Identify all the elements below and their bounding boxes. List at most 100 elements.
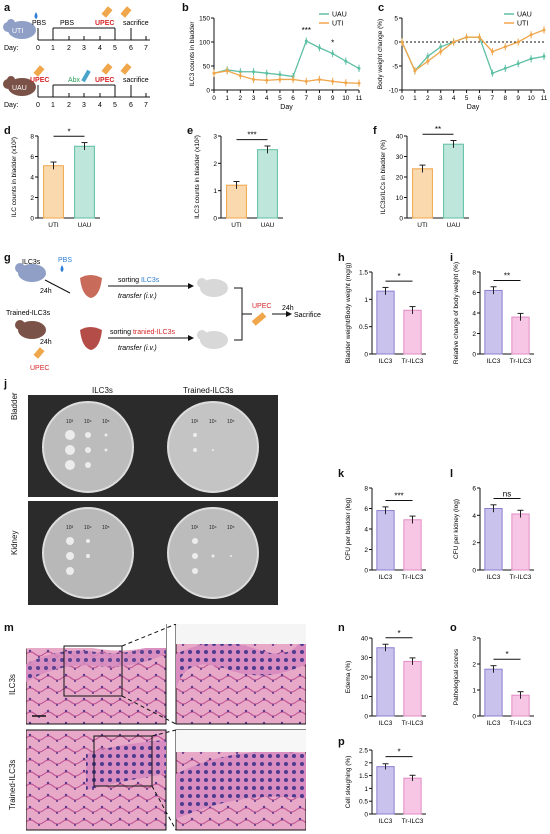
pbs-droplet-icon — [60, 265, 64, 272]
significance-label: * — [397, 629, 400, 638]
bar-Tr-ILC3 — [403, 309, 422, 355]
y-tick-label: 2 — [472, 540, 476, 547]
chart-b: 0 50 100 150 0 1 2 3 4 5 6 7 8 9 10 11 Day ILC3 counts in… — [189, 12, 363, 112]
uau-abx: Abx — [68, 77, 81, 84]
arrowhead-icon — [188, 335, 194, 341]
y-tick-label: 0 — [213, 216, 217, 223]
chart-k: 0 2 4 6 8 CFU per bladder (log) ILC3 Tr-ILC3 *** — [345, 486, 426, 581]
svg-text:5: 5 — [113, 102, 117, 109]
svg-text:0: 0 — [36, 102, 40, 109]
syringe-icon — [120, 63, 132, 75]
y-tick-label: 0.5 — [359, 799, 368, 806]
svg-text:10⁴: 10⁴ — [84, 525, 92, 531]
y-tick-label: 40 — [361, 636, 369, 643]
y-tick-label: 0 — [472, 568, 476, 575]
g-trained-label: Trained-ILC3s — [6, 310, 51, 317]
panel-label-b: b — [182, 2, 189, 14]
colonies — [65, 430, 232, 575]
svg-text:10³: 10³ — [191, 419, 199, 425]
x-tick-label: Tr-ILC3 — [402, 720, 424, 727]
syringe-icon — [101, 63, 113, 75]
data-point — [317, 77, 321, 81]
y-tick-label: 2 — [30, 195, 34, 202]
bar-Tr-ILC3 — [511, 316, 530, 355]
data-point — [238, 74, 242, 78]
data-point — [265, 71, 269, 75]
y-axis-label: Bladder weight/Body weight (mg/g) — [345, 263, 352, 364]
panel-label-i: i — [450, 252, 454, 264]
data-point — [317, 46, 321, 50]
svg-text:10⁵: 10⁵ — [227, 525, 235, 531]
significance-label: ns — [503, 490, 511, 499]
svg-text:10⁵: 10⁵ — [227, 419, 235, 425]
series-line-UAU — [213, 40, 360, 78]
uti-day-ticks: 0 1 2 3 4 5 6 7 — [36, 45, 148, 52]
panel-label-h: h — [338, 252, 345, 264]
y-tick-label: 1.5 — [359, 773, 368, 780]
y-tick-label: 2.5 — [359, 748, 368, 755]
y-tick-label: 6 — [472, 290, 476, 297]
data-point — [542, 28, 546, 32]
uau-day-ticks: 0 1 2 3 4 5 6 7 — [36, 102, 148, 109]
uau-label: UAU — [12, 85, 27, 92]
bar-UAU — [74, 145, 95, 219]
svg-text:6: 6 — [129, 102, 133, 109]
chart-l: 0 2 4 6 CFU per kidney (log) ILC3 Tr-ILC3 ns — [453, 486, 534, 581]
svg-text:1: 1 — [51, 45, 55, 52]
x-tick-label: 8 — [318, 95, 322, 102]
significance-label: * — [397, 272, 400, 281]
svg-text:10⁴: 10⁴ — [209, 525, 217, 531]
bar-Tr-ILC3 — [403, 660, 422, 717]
svg-text:7: 7 — [144, 45, 148, 52]
svg-text:2: 2 — [67, 45, 71, 52]
trained-mouse-icon — [15, 320, 46, 339]
bar-ILC3 — [376, 510, 395, 571]
x-tick-label: 10 — [342, 95, 350, 102]
significance-label: * — [505, 650, 508, 659]
svg-text:3: 3 — [82, 102, 86, 109]
bar-ILC3 — [484, 668, 503, 717]
x-tick-label: ILC3 — [487, 574, 501, 581]
svg-text:4: 4 — [98, 102, 102, 109]
bracket-line — [234, 287, 252, 341]
y-tick-label: 0 — [399, 216, 403, 223]
y-tick-label: 6 — [472, 486, 476, 493]
data-point — [400, 40, 404, 44]
recipient-mouse-icon — [197, 330, 228, 349]
uau-sacrifice: sacrifice — [123, 77, 149, 84]
syringe-icon — [251, 312, 267, 326]
x-tick-label: Tr-ILC3 — [510, 574, 532, 581]
svg-text:10⁵: 10⁵ — [102, 525, 110, 531]
x-tick-label: 1 — [225, 95, 229, 102]
bar-Tr-ILC3 — [403, 519, 422, 571]
svg-text:6: 6 — [129, 45, 133, 52]
significance-label: *** — [247, 131, 256, 140]
data-point — [529, 57, 533, 61]
panel-label-j: j — [4, 378, 8, 390]
series-line-UTI — [213, 70, 360, 84]
data-point — [304, 39, 308, 43]
series-line-UTI — [401, 29, 545, 72]
j-row2: Kidney — [10, 530, 19, 555]
y-tick-label: 2 — [213, 161, 217, 168]
x-tick-label: 7 — [491, 95, 495, 102]
data-point — [542, 54, 546, 58]
y-tick-label: 30 — [361, 655, 369, 662]
svg-text:3: 3 — [82, 45, 86, 52]
panel-label-m: m — [4, 622, 14, 634]
g-transfer1: transfer (i.v.) — [118, 293, 157, 300]
x-tick-label: 0 — [212, 95, 216, 102]
y-tick-label: 0 — [364, 568, 368, 575]
data-point — [344, 59, 348, 63]
bar-Tr-ILC3 — [511, 513, 530, 571]
bar-ILC3 — [376, 647, 395, 717]
data-point — [344, 81, 348, 85]
chart-e: 0 1 2 3 ILC3 counts in bladder (x10²) UTI UAU *… — [194, 131, 283, 229]
y-tick-label: -10 — [389, 88, 399, 95]
x-tick-label: ILC3 — [487, 358, 501, 365]
data-point — [516, 40, 520, 44]
y-tick-label: 10 — [361, 694, 369, 701]
pbs-droplet-icon — [34, 12, 38, 19]
svg-text:5: 5 — [113, 45, 117, 52]
g-24h-1: 24h — [40, 288, 52, 295]
